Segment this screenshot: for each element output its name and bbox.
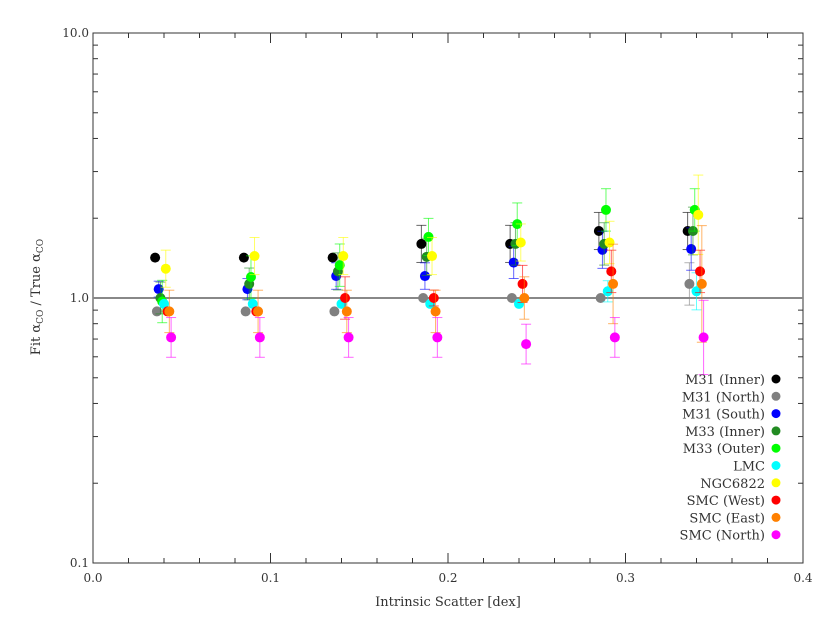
legend: M31 (Inner) M31 (North) M31 (South) M33 (In… xyxy=(680,373,781,544)
data-point xyxy=(164,306,175,317)
data-point xyxy=(247,298,258,309)
data-point xyxy=(419,271,430,282)
y-tick-label: 0.1 xyxy=(70,556,89,570)
series-smc-east xyxy=(164,225,707,343)
legend-marker xyxy=(771,495,781,505)
data-point xyxy=(606,266,617,277)
legend-label: SMC (West) xyxy=(687,494,765,509)
legend-marker xyxy=(771,443,781,453)
x-tick-label: 0.1 xyxy=(261,571,280,585)
x-tick-label: 0.0 xyxy=(83,571,102,585)
legend-marker xyxy=(771,461,781,470)
y-tick-label: 10.0 xyxy=(62,26,89,40)
legend-label: NGC6822 xyxy=(700,477,765,492)
data-point xyxy=(432,332,443,343)
legend-marker xyxy=(771,512,781,522)
legend-marker xyxy=(771,478,781,488)
data-point xyxy=(249,251,260,262)
data-point xyxy=(600,204,611,215)
data-point xyxy=(418,293,429,303)
legend-label: M31 (Inner) xyxy=(685,373,765,388)
data-point xyxy=(338,251,349,262)
x-tick-label: 0.2 xyxy=(438,571,457,585)
data-point xyxy=(604,237,615,248)
data-point xyxy=(608,278,619,289)
data-point xyxy=(254,332,265,343)
series-ngc6822 xyxy=(160,174,704,288)
data-point xyxy=(684,278,695,289)
data-point xyxy=(416,238,427,249)
data-point xyxy=(334,260,345,271)
data-point xyxy=(691,286,702,297)
legend-marker xyxy=(771,530,781,540)
data-point xyxy=(340,293,351,303)
data-point xyxy=(506,293,517,303)
x-tick-label: 0.4 xyxy=(793,571,812,585)
y-tick-label: 1.0 xyxy=(70,291,89,305)
legend-label: M33 (Inner) xyxy=(685,425,765,440)
data-point xyxy=(428,293,439,303)
legend-label: SMC (North) xyxy=(680,529,765,544)
data-point xyxy=(166,332,177,343)
data-point xyxy=(160,263,171,274)
data-point xyxy=(686,244,697,255)
data-point xyxy=(595,293,606,303)
series-lmc xyxy=(159,272,702,311)
data-point xyxy=(238,252,249,263)
data-point xyxy=(329,306,340,317)
data-point xyxy=(423,231,434,242)
data-point xyxy=(508,257,519,268)
data-point xyxy=(609,332,620,343)
legend-label: SMC (East) xyxy=(689,511,765,526)
data-point xyxy=(341,306,352,317)
data-point xyxy=(150,252,161,263)
data-point xyxy=(240,306,251,317)
data-point xyxy=(696,278,707,289)
legend-label: LMC xyxy=(733,460,765,475)
legend-label: M31 (North) xyxy=(682,390,765,405)
y-axis-label: Fit αCO / True αCO xyxy=(29,239,46,355)
legend-marker xyxy=(771,391,781,401)
data-points xyxy=(150,174,709,376)
data-point xyxy=(159,298,169,309)
series-m31-north xyxy=(151,262,695,317)
series-smc-north xyxy=(166,299,709,376)
series-m31-inner xyxy=(150,211,693,263)
legend-marker xyxy=(771,374,781,384)
data-point xyxy=(253,306,264,317)
data-point xyxy=(695,266,706,277)
data-point xyxy=(698,332,709,343)
data-point xyxy=(515,237,526,248)
data-point xyxy=(602,286,613,297)
data-point xyxy=(427,251,438,262)
data-point xyxy=(521,339,532,350)
legend-label: M31 (South) xyxy=(682,408,765,423)
legend-label: M33 (Outer) xyxy=(683,442,765,457)
data-point xyxy=(327,252,338,263)
x-axis-label: Intrinsic Scatter [dex] xyxy=(375,595,521,610)
legend-marker xyxy=(771,426,781,436)
data-point xyxy=(517,278,528,289)
data-point xyxy=(343,332,354,343)
data-point xyxy=(430,306,441,317)
legend-marker xyxy=(771,409,781,419)
data-point xyxy=(519,293,530,303)
data-point xyxy=(693,209,704,220)
data-point xyxy=(153,284,164,295)
x-tick-label: 0.3 xyxy=(616,571,635,585)
